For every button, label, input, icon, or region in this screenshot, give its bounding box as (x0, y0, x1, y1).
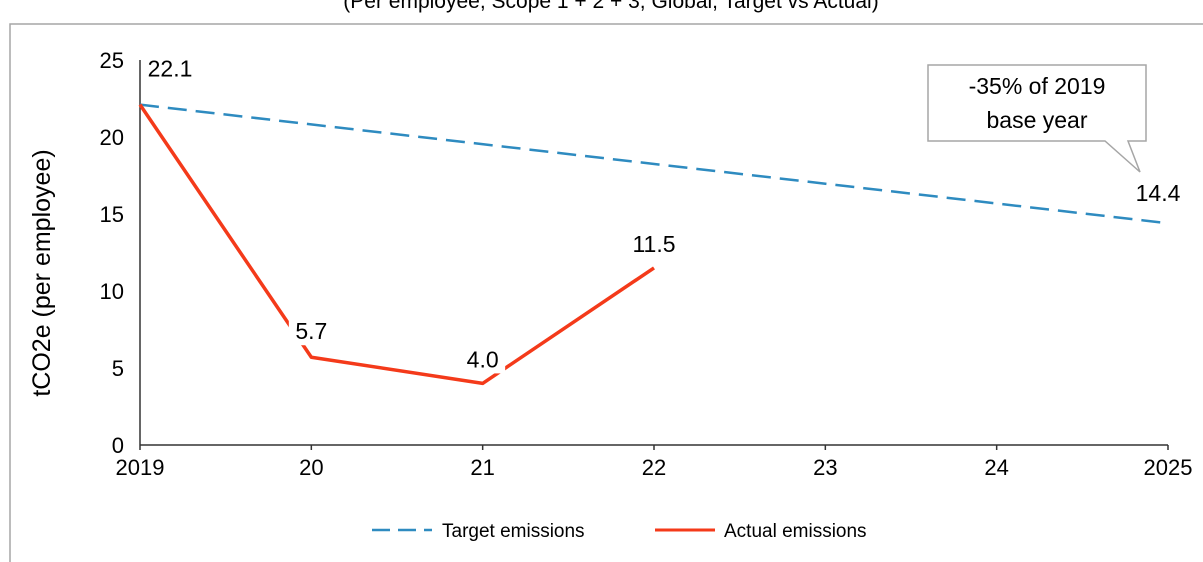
data-label: 14.4 (1136, 180, 1181, 206)
chart-frame (9, 23, 1203, 562)
legend-label-actual: Actual emissions (724, 521, 867, 542)
chart-subtitle: (Per employee, Scope 1 + 2 + 3, Global, … (343, 0, 878, 13)
callout-line-1: -35% of 2019 (969, 73, 1106, 99)
target-callout: -35% of 2019 base year (927, 64, 1147, 173)
series-lines (138, 103, 1169, 386)
legend-item-target: Target emissions (372, 521, 585, 542)
legend: Target emissions Actual emissions (372, 521, 867, 542)
y-tick-label: 10 (100, 279, 124, 304)
data-label: 22.1 (148, 56, 193, 82)
x-tick-label: 23 (813, 455, 837, 480)
actual-emissions-line (138, 103, 655, 386)
y-tick-label: 25 (100, 48, 124, 73)
data-label: 11.5 (632, 231, 675, 257)
data-label-bg (460, 346, 506, 374)
x-tick-label: 21 (470, 455, 494, 480)
legend-item-actual: Actual emissions (655, 521, 867, 542)
callout-box (927, 64, 1147, 173)
data-label: 5.7 (295, 318, 327, 344)
data-label-bg (288, 318, 334, 346)
legend-label-target: Target emissions (442, 521, 585, 542)
y-ticks: 0 5 10 15 20 25 (100, 48, 124, 458)
x-ticks: 2019 20 21 22 23 24 2025 (116, 445, 1193, 480)
data-labels: 22.1 14.4 5.7 4.0 11.5 (141, 55, 1187, 374)
y-tick-label: 0 (112, 433, 124, 458)
data-label-bg (1129, 180, 1187, 208)
callout-line-2: base year (986, 107, 1087, 133)
x-tick-label: 20 (299, 455, 323, 480)
data-label: 4.0 (467, 346, 499, 372)
y-tick-label: 20 (100, 125, 124, 150)
y-tick-label: 15 (100, 202, 124, 227)
y-tick-label: 5 (112, 356, 124, 381)
x-tick-label: 24 (984, 455, 1008, 480)
x-tick-label: 2025 (1144, 455, 1193, 480)
target-emissions-line (139, 103, 1169, 225)
y-axis-label: tCO2e (per employee) (28, 149, 56, 396)
data-label-bg (625, 230, 683, 258)
data-label-bg (141, 55, 199, 83)
x-tick-label: 2019 (116, 455, 165, 480)
x-tick-label: 22 (642, 455, 666, 480)
